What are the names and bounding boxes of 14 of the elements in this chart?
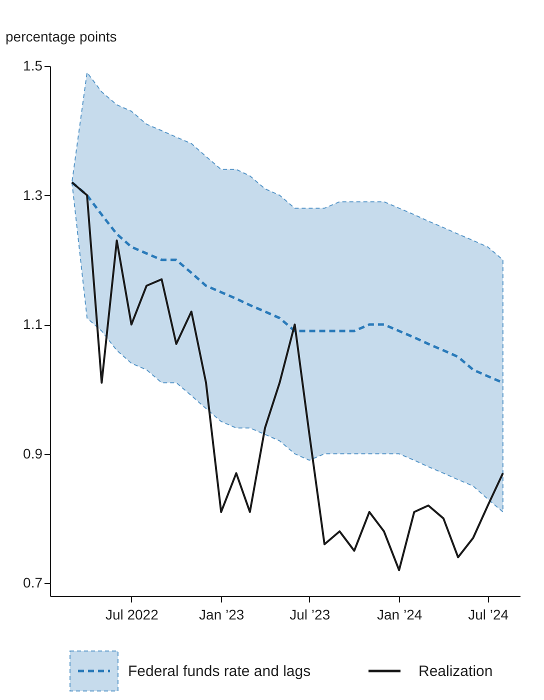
y-axis-title: percentage points (6, 28, 117, 44)
y-tick-label: 1.1 (23, 316, 43, 332)
y-tick-label: 1.5 (23, 58, 43, 74)
y-tick-label: 0.7 (23, 574, 43, 591)
x-tick-label: Jul 2022 (105, 606, 159, 622)
y-tick-label: 0.9 (23, 445, 43, 462)
legend-label: Federal funds rate and lags (128, 663, 311, 680)
line-series (70, 181, 504, 572)
x-tick-label: Jan ’23 (199, 606, 244, 622)
y-tick-label: 1.3 (23, 186, 43, 203)
legend-label: Realization (418, 663, 493, 680)
x-tick-label: Jul ’24 (468, 606, 509, 622)
x-tick-label: Jan ’24 (377, 606, 422, 622)
x-tick-label: Jul ’23 (290, 606, 330, 622)
